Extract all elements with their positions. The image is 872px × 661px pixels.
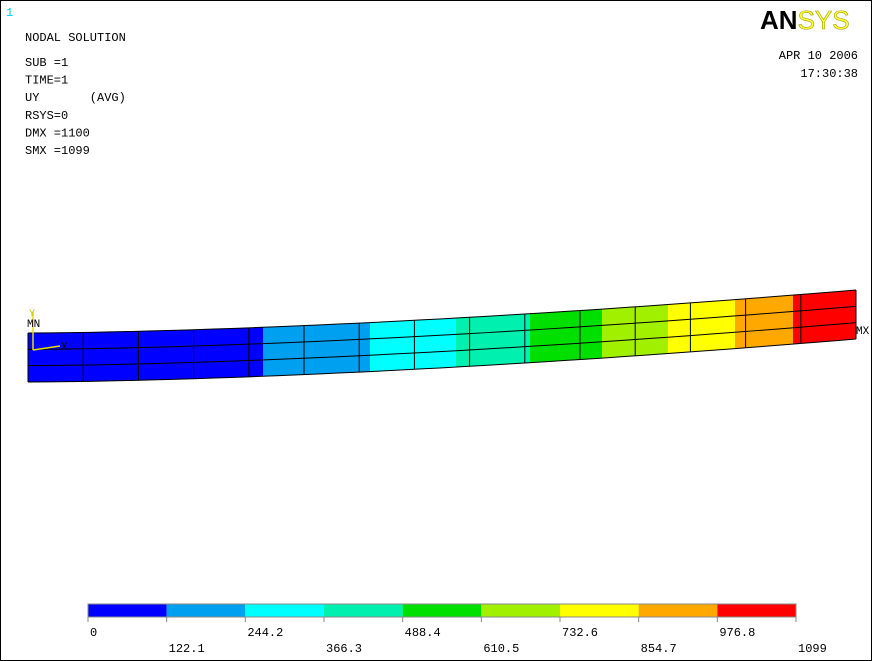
min-marker: MN xyxy=(27,319,40,331)
mesh-line xyxy=(27,338,857,383)
legend-swatch xyxy=(88,604,167,617)
legend-label: 122.1 xyxy=(169,642,205,656)
info-line: DMX =1100 xyxy=(25,126,90,140)
contour-band xyxy=(735,295,793,349)
contour-band xyxy=(370,318,456,372)
legend-border xyxy=(87,603,797,618)
legend-swatch xyxy=(560,604,639,617)
triad-x xyxy=(32,345,61,351)
legend-label: 366.3 xyxy=(326,642,362,656)
window-number: 1 xyxy=(6,6,13,20)
legend-swatch xyxy=(245,604,324,617)
contour-band xyxy=(456,313,530,368)
axis-y-label: Y xyxy=(29,309,35,320)
contour-band xyxy=(530,309,602,363)
triad xyxy=(32,312,61,351)
legend-label: 854.7 xyxy=(641,642,677,656)
info-line: UY (AVG) xyxy=(25,91,126,105)
legend-swatch xyxy=(638,604,718,617)
info-line: NODAL SOLUTION xyxy=(25,31,126,45)
mesh-line xyxy=(27,305,857,350)
legend-label: 976.8 xyxy=(719,626,755,640)
legend-label: 610.5 xyxy=(483,642,519,656)
legend-swatch xyxy=(324,604,403,617)
contour-band xyxy=(28,327,263,382)
legend-label: 732.6 xyxy=(562,626,598,640)
legend-swatch xyxy=(717,604,796,617)
legend-swatch xyxy=(402,604,482,617)
legend-label: 488.4 xyxy=(405,626,441,640)
info-line: SMX =1099 xyxy=(25,144,90,158)
info-line: RSYS=0 xyxy=(25,109,68,123)
axis-x-label: X xyxy=(61,342,68,354)
contour-band xyxy=(263,322,370,377)
legend-swatch xyxy=(481,604,560,617)
mesh-line xyxy=(27,322,857,367)
logo-bold: AN xyxy=(760,5,798,35)
legend: 0 122.1 244.2 366.3 488.4 610.5 732.6 854.7 976.… xyxy=(87,603,827,656)
contour-band xyxy=(793,290,856,345)
legend-label: 244.2 xyxy=(247,626,283,640)
info-line: TIME=1 xyxy=(25,74,68,88)
logo-light: SYS xyxy=(798,5,850,35)
date: APR 10 2006 xyxy=(779,49,858,63)
info-line: SUB =1 xyxy=(25,56,68,70)
max-marker: MX xyxy=(856,326,870,338)
time: 17:30:38 xyxy=(800,67,858,81)
legend-label: 1099 xyxy=(798,642,827,656)
info-block: NODAL SOLUTION SUB =1 TIME=1 UY (AVG) RSYS=0… xyxy=(25,31,126,158)
contour-band xyxy=(668,299,735,354)
legend-swatch xyxy=(166,604,246,617)
mesh-line xyxy=(27,289,857,334)
legend-label: 0 xyxy=(90,626,97,640)
logo: ANSYS xyxy=(760,5,850,35)
beam xyxy=(27,289,857,383)
